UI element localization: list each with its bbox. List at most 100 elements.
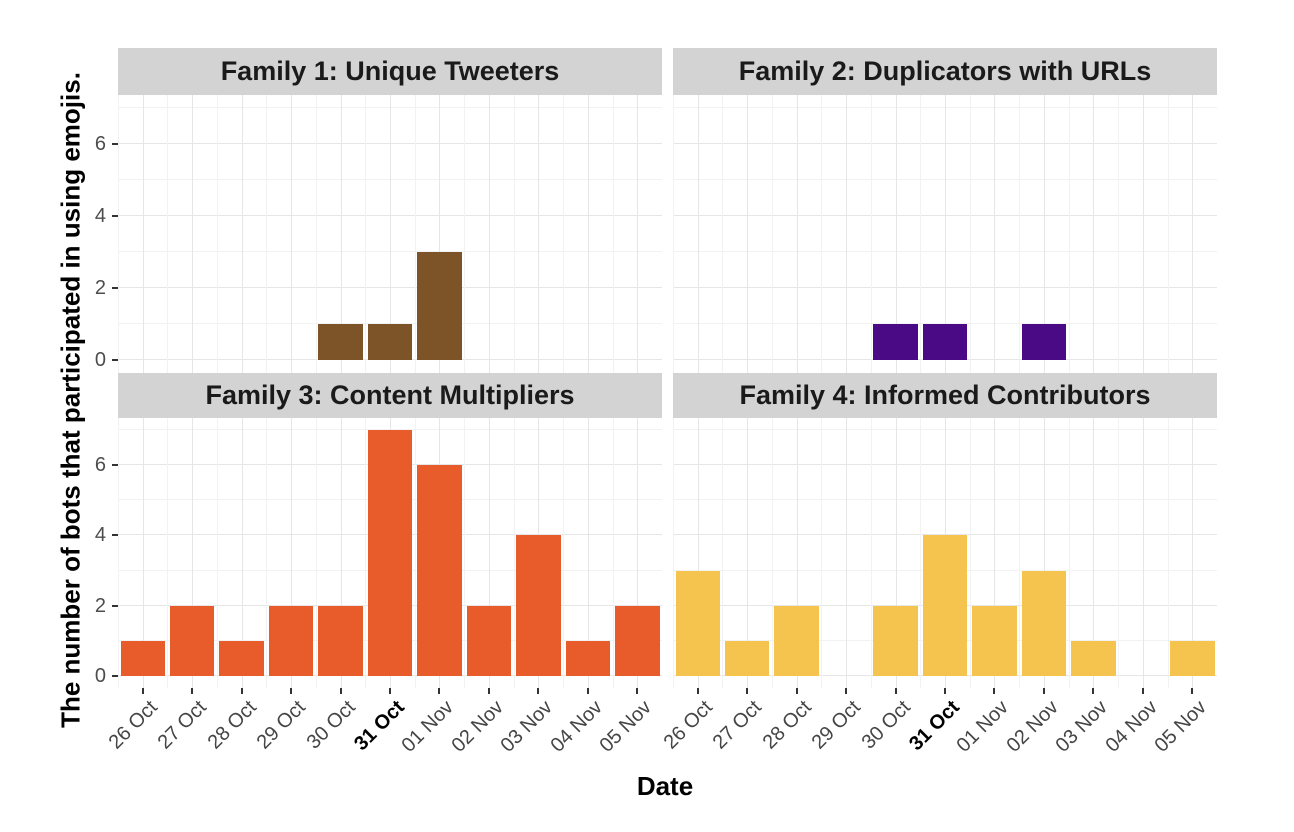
x-axis-tick-mark bbox=[290, 688, 293, 694]
gridline-minor-v bbox=[772, 418, 773, 688]
bar bbox=[565, 640, 611, 676]
gridline-major-v bbox=[994, 95, 995, 373]
gridline-minor-v bbox=[316, 418, 317, 688]
gridline-minor-v bbox=[167, 418, 168, 688]
facet-strip: Family 4: Informed Contributors bbox=[673, 373, 1217, 418]
gridline-major-v bbox=[846, 95, 847, 373]
gridline-major-v bbox=[341, 418, 342, 688]
y-axis-tick-mark bbox=[112, 214, 118, 217]
bar bbox=[774, 605, 819, 676]
facet-strip-title: Family 2: Duplicators with URLs bbox=[738, 56, 1152, 86]
bar bbox=[724, 640, 770, 676]
x-axis-tick-mark bbox=[438, 688, 441, 694]
x-axis-tick-label: 28 Oct bbox=[203, 696, 261, 754]
gridline-minor-v bbox=[167, 95, 168, 373]
y-axis-tick-mark bbox=[112, 142, 118, 145]
gridline-minor-v bbox=[772, 95, 773, 373]
x-axis-tick-label: 31 Oct bbox=[905, 696, 964, 756]
y-axis-tick-label: 4 bbox=[94, 524, 106, 547]
x-axis-tick-label: 30 Oct bbox=[302, 696, 360, 754]
x-axis-tick-mark bbox=[993, 688, 996, 694]
y-axis-tick-label: 4 bbox=[94, 204, 106, 227]
bar bbox=[922, 535, 968, 676]
gridline-minor-v bbox=[722, 418, 723, 688]
bar bbox=[268, 605, 314, 676]
x-axis-tick-label: 04 Nov bbox=[1101, 696, 1162, 757]
gridline-minor-v bbox=[1168, 95, 1169, 373]
gridline-major-v bbox=[489, 418, 490, 688]
gridline-minor-v bbox=[821, 95, 822, 373]
x-axis-tick-mark bbox=[1191, 688, 1194, 694]
bar bbox=[367, 430, 413, 676]
facet-panel bbox=[118, 95, 662, 373]
gridline-major-v bbox=[747, 95, 748, 373]
gridline-major-v bbox=[1143, 418, 1144, 688]
x-axis-tick-mark bbox=[586, 688, 589, 694]
x-axis-tick-label: 03 Nov bbox=[496, 696, 558, 757]
gridline-minor-v bbox=[1118, 95, 1119, 373]
y-axis-tick-mark bbox=[112, 359, 118, 362]
x-axis-tick-mark bbox=[537, 688, 540, 694]
gridline-minor-v bbox=[514, 418, 515, 688]
gridline-minor-v bbox=[920, 418, 921, 688]
bar bbox=[219, 640, 264, 676]
bar bbox=[1021, 324, 1067, 361]
gridline-minor-v bbox=[1118, 418, 1119, 688]
y-axis-tick-mark bbox=[112, 287, 118, 290]
x-axis-tick-label: 27 Oct bbox=[153, 696, 212, 754]
bar bbox=[873, 324, 918, 361]
x-axis-tick-mark bbox=[240, 688, 243, 694]
x-axis-tick-label: 26 Oct bbox=[659, 696, 717, 754]
gridline-minor-v bbox=[871, 95, 872, 373]
gridline-major-v bbox=[1044, 95, 1045, 373]
facet-panel bbox=[673, 418, 1217, 688]
x-axis-tick-mark bbox=[487, 688, 490, 694]
facet-panel bbox=[673, 95, 1217, 373]
gridline-minor-v bbox=[266, 418, 267, 688]
gridline-major-v bbox=[846, 418, 847, 688]
gridline-major-v bbox=[698, 418, 699, 688]
gridline-minor-v bbox=[415, 95, 416, 373]
gridline-minor-v bbox=[563, 95, 564, 373]
gridline-minor-v bbox=[1069, 418, 1070, 688]
gridline-major-v bbox=[797, 418, 798, 688]
y-axis-tick-label: 6 bbox=[94, 132, 106, 155]
gridline-minor-v bbox=[613, 418, 614, 688]
x-axis-tick-mark bbox=[141, 688, 144, 694]
y-axis-tick-label: 6 bbox=[94, 454, 106, 477]
gridline-major-v bbox=[390, 95, 391, 373]
gridline-major-v bbox=[291, 418, 292, 688]
x-axis-tick-label: 02 Nov bbox=[1002, 696, 1063, 757]
gridline-major-v bbox=[945, 95, 946, 373]
gridline-minor-v bbox=[970, 418, 971, 688]
gridline-minor-v bbox=[1168, 418, 1169, 688]
gridline-minor-v bbox=[365, 418, 366, 688]
bar bbox=[615, 605, 660, 676]
x-axis-tick-mark bbox=[1141, 688, 1144, 694]
x-axis-tick-mark bbox=[191, 688, 194, 694]
y-axis-tick-label: 2 bbox=[94, 277, 106, 300]
x-axis-tick-mark bbox=[894, 688, 897, 694]
gridline-minor-v bbox=[1019, 95, 1020, 373]
gridline-major-v bbox=[439, 95, 440, 373]
x-axis-tick-label: 02 Nov bbox=[447, 696, 508, 757]
x-axis-tick-label: 31 Oct bbox=[350, 696, 409, 756]
x-axis-tick-mark bbox=[944, 688, 946, 694]
x-axis-title: Date bbox=[636, 771, 694, 801]
x-axis-tick-mark bbox=[845, 688, 848, 694]
gridline-major-v bbox=[637, 418, 638, 688]
gridline-minor-v bbox=[464, 418, 465, 688]
y-axis-tick-mark bbox=[112, 604, 118, 607]
gridline-major-v bbox=[242, 418, 243, 688]
bar bbox=[922, 324, 968, 361]
gridline-major-v bbox=[637, 95, 638, 373]
gridline-major-v bbox=[994, 418, 995, 688]
bar bbox=[169, 605, 215, 676]
gridline-minor-v bbox=[871, 418, 872, 688]
bar bbox=[367, 324, 413, 361]
facet-strip-title: Family 4: Informed Contributors bbox=[739, 380, 1151, 410]
gridline-major-v bbox=[588, 95, 589, 373]
gridline-major-v bbox=[341, 95, 342, 373]
facet-strip: Family 2: Duplicators with URLs bbox=[673, 48, 1217, 95]
